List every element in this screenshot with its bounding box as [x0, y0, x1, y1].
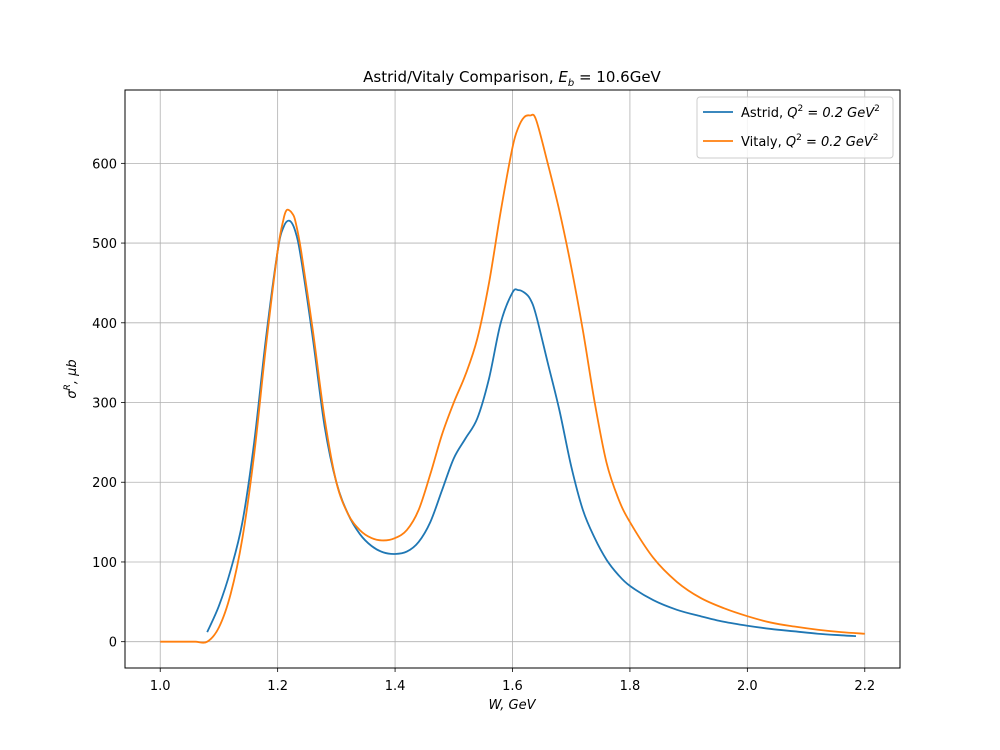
y-tick-label: 400	[92, 317, 117, 332]
y-tick-label: 300	[92, 397, 117, 412]
x-tick-label: 1.6	[502, 679, 523, 694]
legend: Astrid, Q2 = 0.2 GeV2 Vitaly, Q2 = 0.2 G…	[696, 96, 894, 159]
y-tick-label: 0	[109, 636, 117, 651]
x-axis: 1.0 1.2 1.4 1.6 1.8 2.0 2.2	[150, 668, 875, 694]
chart-title: Astrid/Vitaly Comparison, Eb = 10.6GeV	[363, 68, 661, 89]
legend-label-astrid: Astrid, Q2 = 0.2 GeV2	[741, 104, 880, 121]
x-tick-label: 1.4	[385, 679, 406, 694]
x-tick-label: 1.8	[620, 679, 641, 694]
x-tick-label: 1.2	[267, 679, 288, 694]
x-tick-label: 2.2	[854, 679, 875, 694]
y-tick-label: 500	[92, 237, 117, 252]
legend-box	[696, 96, 894, 159]
series-line-vitaly	[160, 113, 865, 644]
legend-label-vitaly: Vitaly, Q2 = 0.2 GeV2	[741, 133, 879, 150]
x-tick-label: 1.0	[150, 679, 171, 694]
y-axis-label: σR, μb	[63, 359, 80, 398]
grid	[125, 90, 900, 668]
x-tick-label: 2.0	[737, 679, 758, 694]
y-axis: 0 100 200 300 400 500 600	[92, 157, 125, 651]
x-axis-label: W, GeV	[488, 698, 536, 713]
y-tick-label: 100	[92, 556, 117, 571]
y-tick-label: 600	[92, 157, 117, 172]
y-tick-label: 200	[92, 476, 117, 491]
series-line-astrid	[206, 219, 857, 638]
series-layer	[160, 113, 865, 644]
